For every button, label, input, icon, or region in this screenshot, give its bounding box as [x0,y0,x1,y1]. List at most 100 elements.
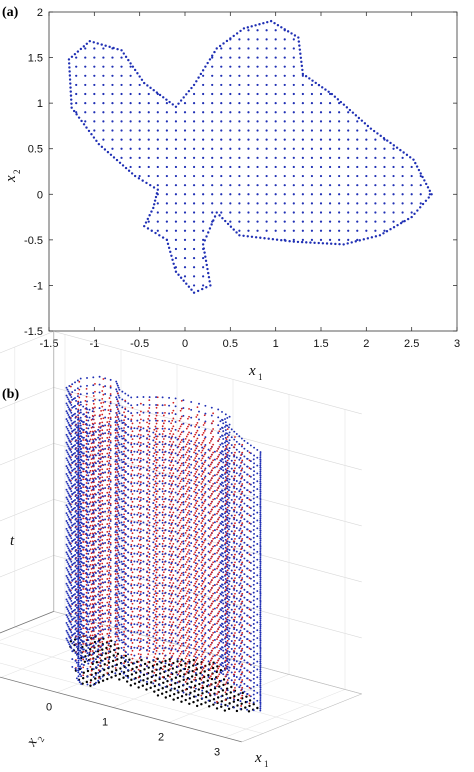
boundary-point [204,655,207,658]
interior-point [212,569,215,571]
data-point [192,275,196,278]
interior-point [218,594,221,597]
boundary-point [86,612,89,615]
data-point [183,138,187,141]
interior-point [108,546,111,548]
interior-point [115,655,118,657]
interior-point [101,546,104,549]
boundary-point [124,651,127,654]
data-point [319,129,323,132]
data-point [247,220,250,223]
boundary-point [190,542,193,545]
boundary-point [92,41,95,44]
interior-point [187,558,189,561]
interior-point [232,697,235,699]
boundary-point [190,644,193,646]
data-point [174,256,178,260]
data-point [202,284,205,287]
boundary-point [85,611,88,613]
interior-point [108,553,111,556]
interior-point [97,669,100,671]
data-point [319,184,323,187]
boundary-point [121,539,124,542]
boundary-point [77,625,80,628]
boundary-point [221,536,224,539]
boundary-point [259,641,262,644]
boundary-point [201,689,204,692]
boundary-point [174,562,177,565]
data-point [102,83,105,87]
boundary-point [226,587,229,590]
boundary-point [207,691,210,694]
interior-point [155,548,158,550]
boundary-point [109,153,113,156]
interior-point [154,637,157,640]
data-point [338,238,341,241]
boundary-point [97,577,100,580]
data-point [283,229,286,232]
boundary-point [80,596,83,599]
interior-point [224,667,227,670]
interior-point [130,669,133,672]
base-point [180,663,183,667]
interior-point [169,644,171,647]
interior-point [226,679,229,681]
boundary-point [182,644,185,647]
interior-point [130,559,133,562]
boundary-point [77,573,80,576]
boundary-point [114,617,117,620]
data-point [256,138,259,141]
boundary-point [77,592,80,595]
boundary-point [253,595,256,598]
interior-point [90,552,93,555]
boundary-point [146,657,148,660]
interior-point [117,494,119,497]
data-point [319,202,323,205]
boundary-point [74,604,77,607]
boundary-point [77,671,80,674]
boundary-point [85,548,88,551]
interior-point [148,618,151,621]
boundary-point [267,237,270,240]
boundary-point [158,234,161,237]
interior-point [193,655,195,658]
boundary-point [148,592,151,595]
interior-point [172,542,175,545]
interior-point [106,585,109,588]
interior-point [106,601,109,604]
interior-point [224,612,227,615]
data-point [229,174,232,178]
boundary-point [146,563,148,566]
boundary-point [71,556,74,559]
base-point [204,701,207,704]
interior-point [137,613,140,616]
boundary-point [203,239,207,242]
boundary-point [243,612,246,615]
boundary-point [67,617,70,620]
interior-point [115,600,118,603]
interior-point [187,606,189,608]
interior-point [148,626,151,629]
interior-point [101,531,104,534]
base-point [219,669,223,672]
boundary-point [256,644,259,647]
boundary-point [161,608,164,610]
boundary-point [197,76,200,79]
boundary-point [224,538,227,541]
boundary-point [114,625,117,628]
boundary-point [396,223,399,227]
x-tick-label: 1 [273,338,279,350]
data-point [93,111,96,114]
boundary-point [74,612,77,615]
interior-point [193,678,195,681]
interior-point [216,700,218,703]
boundary-point [336,98,340,101]
boundary-point [220,687,223,690]
interior-point [179,582,182,585]
interior-point [101,625,104,628]
boundary-point [419,172,422,175]
boundary-point [228,525,231,528]
boundary-point [92,566,95,569]
boundary-point [78,649,81,652]
boundary-point [161,623,164,626]
